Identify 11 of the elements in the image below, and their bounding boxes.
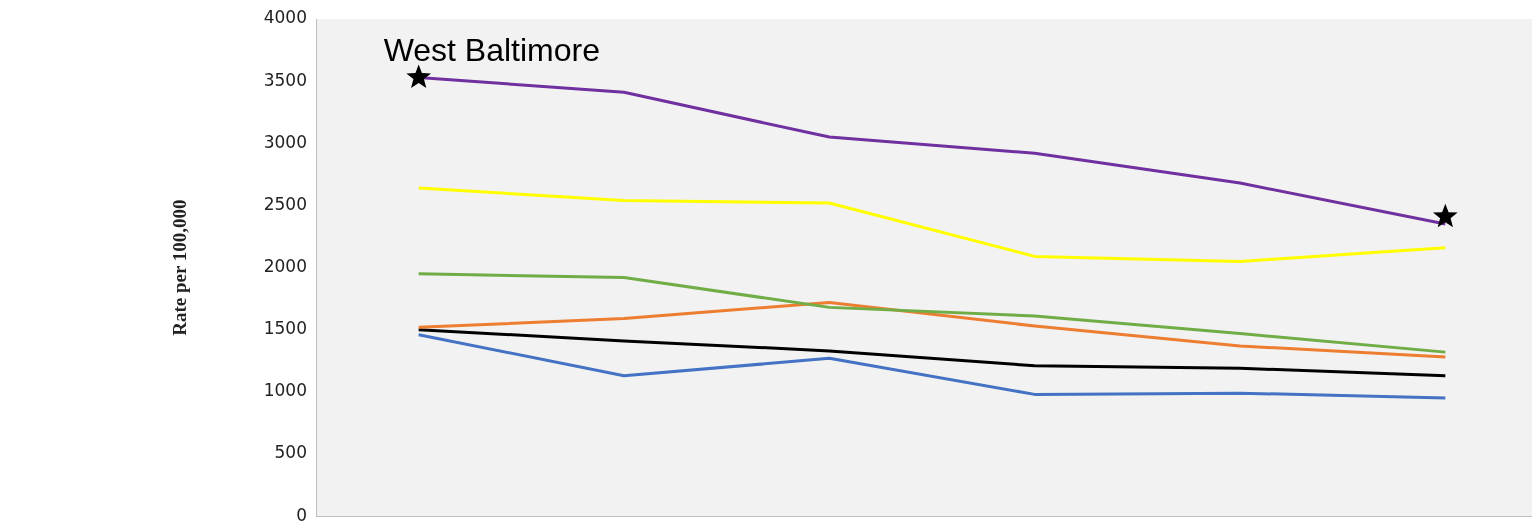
y-tick-label: 500	[274, 442, 307, 463]
y-tick-label: 1500	[263, 318, 307, 339]
y-tick-label: 2500	[263, 193, 307, 214]
y-tick-label: 0	[296, 504, 307, 525]
y-tick-label: 3000	[263, 131, 307, 152]
y-tick-label: 3500	[263, 69, 307, 90]
y-axis-title: Rate per 100,000	[169, 199, 191, 336]
annotation: West Baltimore	[383, 32, 601, 69]
y-tick-label: 4000	[263, 7, 307, 28]
y-tick-label: 2000	[263, 256, 307, 277]
y-tick-label: 1000	[263, 380, 307, 401]
